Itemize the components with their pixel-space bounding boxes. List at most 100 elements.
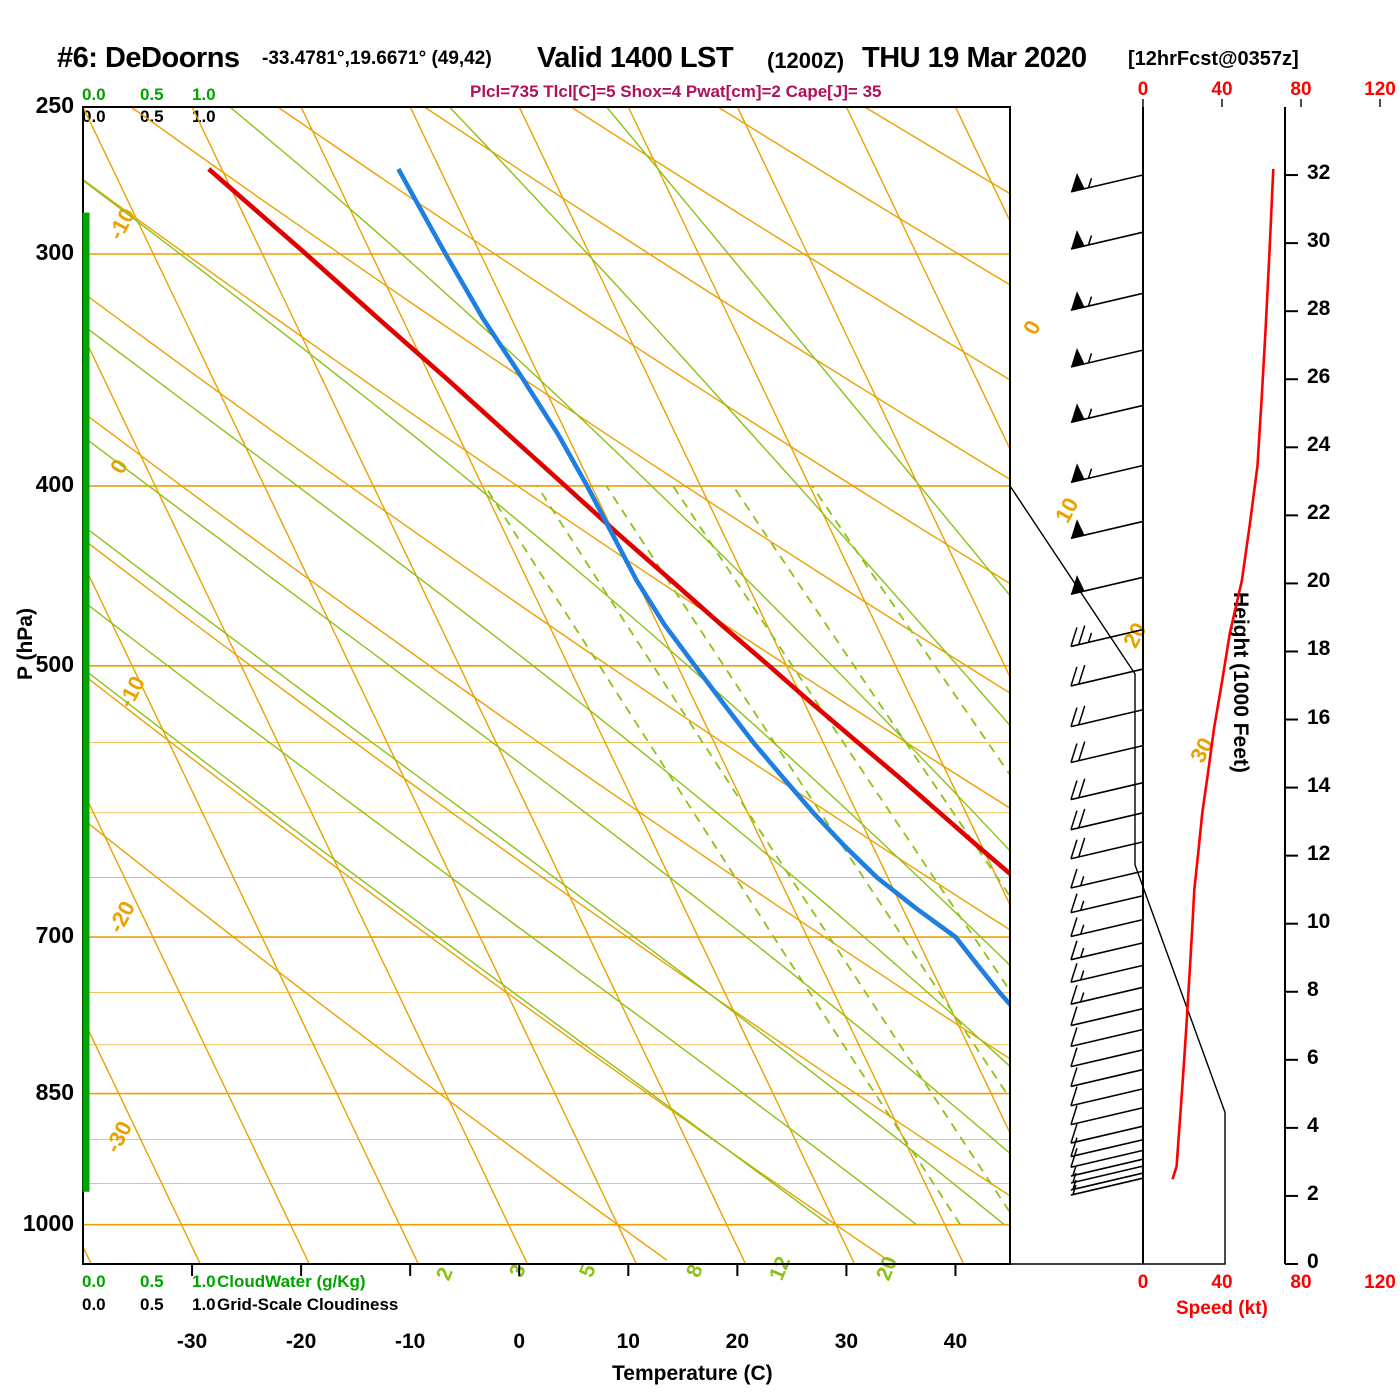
scale-tick: 0.0: [82, 85, 106, 104]
wind-barb: [1070, 1105, 1144, 1126]
wind-barb: [1070, 1172, 1144, 1191]
mixing-ratio-line: [811, 485, 1010, 777]
isotherm-line: [83, 789, 310, 1264]
temperature-tick-label: 10: [616, 1330, 640, 1353]
dry-adiabat-line: [83, 818, 668, 1261]
speed-tick-label-top: 40: [1211, 79, 1233, 100]
height-tick-label: 12: [1307, 841, 1331, 865]
speed-tick-label-top: 80: [1290, 79, 1312, 100]
height-tick-label: 8: [1307, 977, 1319, 1001]
dry-adiabat-line: [864, 107, 1010, 195]
scale-tick: 0.5: [140, 1272, 164, 1291]
isotherm-line: [1065, 107, 1400, 1264]
height-tick-label: 6: [1307, 1045, 1319, 1069]
wind-barb: [1070, 778, 1144, 801]
wind-barb: [1070, 837, 1144, 860]
wind-barb: [1070, 1165, 1144, 1184]
cloudwater-scale-top: 0.0 0.5 1.0: [82, 85, 482, 107]
wind-barb: [1070, 291, 1144, 311]
height-tick-label: 20: [1307, 569, 1331, 593]
wind-barb: [1070, 705, 1144, 728]
wind-barb: [1070, 1148, 1144, 1169]
mixing-ratio-line: [536, 485, 1010, 1215]
speed-tick-label-bottom: 80: [1290, 1272, 1312, 1293]
isotherm-line: [83, 1245, 92, 1264]
scale-tick: 1.0: [192, 1272, 216, 1291]
wind-barb: [1070, 1177, 1144, 1196]
cloudiness-scale-bottom: 0.0 0.5 1.0 Grid-Scale Cloudiness: [82, 1295, 482, 1317]
scale-tick: 0.0: [82, 1272, 106, 1291]
wind-barb: [1070, 1047, 1144, 1068]
dry-adiabat-line: [130, 107, 1010, 694]
isotherm-line: [300, 107, 856, 1264]
station-id: #6:: [57, 42, 98, 74]
dry-adiabat-line: [570, 107, 1010, 381]
wind-barb: [1070, 984, 1144, 1005]
height-tick-label: 30: [1307, 229, 1331, 253]
surface-dewpoint-dot: [1152, 1166, 1170, 1184]
surface-temperature-dot: [1354, 1166, 1372, 1184]
pressure-tick-label: 400: [35, 470, 74, 497]
station-name: DeDoorns: [104, 42, 240, 74]
moist-adiabat-line: [229, 107, 1010, 852]
scale-tick: 1.0: [192, 85, 216, 104]
mixing-ratio-line: [672, 485, 1010, 993]
pressure-tick-label: 250: [35, 92, 74, 118]
isotherm-line: [1174, 107, 1400, 1264]
wind-barb: [1070, 808, 1144, 831]
moist-adiabat-line: [83, 667, 830, 1226]
scale-axis-label: CloudWater (g/Kg): [217, 1272, 366, 1291]
dry-adiabat-line: [277, 107, 1010, 585]
height-tick-label: 24: [1307, 433, 1331, 457]
temperature-tick-label: -30: [176, 1330, 208, 1353]
wind-barb: [1070, 463, 1144, 484]
temperature-tick-label: -10: [394, 1330, 426, 1353]
dry-adiabat-line: [83, 538, 1010, 1197]
wind-barb: [1070, 940, 1144, 961]
dry-adiabat-line: [83, 291, 1010, 931]
moist-adiabat-line: [83, 435, 1010, 1155]
wind-barb: [1070, 348, 1144, 368]
isotherm-line: [83, 333, 529, 1264]
moist-adiabat-line: [83, 324, 1010, 1068]
isotherm-line: [736, 107, 1010, 679]
scale-tick: 0.0: [82, 1295, 106, 1314]
isotherm-line: [83, 107, 638, 1264]
height-tick-label: 22: [1307, 501, 1331, 525]
wind-barb: [1070, 664, 1144, 687]
isotherm-line: [518, 107, 1010, 1135]
temperature-tick-label: -20: [285, 1330, 317, 1353]
moist-adiabat-line: [448, 107, 1010, 727]
pressure-tick-label: 300: [35, 238, 74, 265]
scale-axis-label: Grid-Scale Cloudiness: [217, 1295, 399, 1314]
isotherm-line: [191, 107, 747, 1264]
cloudwater-scale-bottom: 0.0 0.5 1.0 CloudWater (g/Kg): [82, 1272, 482, 1294]
wind-barb: [1070, 868, 1144, 889]
wind-panel-outline: [83, 107, 1226, 1265]
scale-tick: 0.5: [140, 1295, 164, 1314]
height-tick-label: 16: [1307, 705, 1331, 729]
speed-tick-label-bottom: 40: [1211, 1272, 1233, 1293]
temperature-tick-label: 0: [513, 1330, 526, 1353]
wind-barb: [1070, 1086, 1144, 1107]
wind-barb: [1070, 403, 1144, 424]
wind-barb: [1070, 741, 1144, 764]
temperature-axis-label: Temperature (C): [612, 1362, 773, 1385]
pressure-tick-label: 850: [35, 1078, 74, 1105]
dry-adiabat-line: [1011, 107, 1400, 1260]
valid-time: Valid 1400 LST: [537, 42, 734, 74]
mixing-ratio-line: [732, 485, 1010, 898]
sounding-stats: Plcl=735 Tlcl[C]=5 Shox=4 Pwat[cm]=2 Cap…: [470, 82, 882, 101]
scale-tick: 1.0: [192, 107, 216, 126]
wind-barb: [1070, 1123, 1144, 1144]
temperature-tick-label: 20: [725, 1330, 750, 1353]
height-tick-label: 2: [1307, 1181, 1319, 1205]
scale-tick: 0.5: [140, 85, 164, 104]
wind-barb: [1070, 172, 1144, 193]
speed-tick-label-top: 0: [1137, 79, 1149, 100]
wind-barb: [1070, 625, 1144, 648]
dry-adiabat-line: [83, 411, 1010, 1060]
dry-adiabat-line: [83, 673, 889, 1261]
temperature-tick-label: 30: [834, 1330, 859, 1353]
